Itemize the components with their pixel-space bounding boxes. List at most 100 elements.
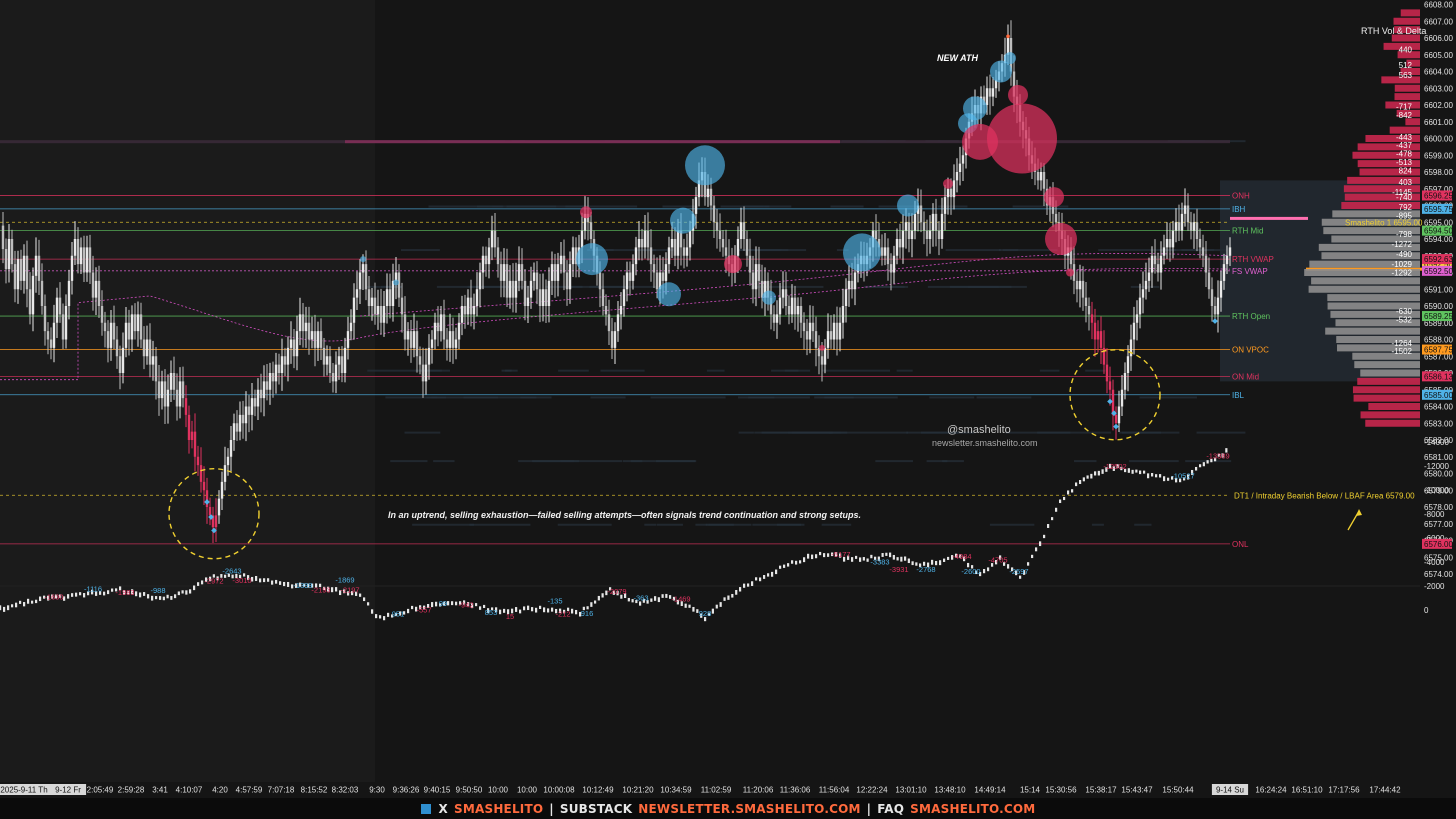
delta-bar bbox=[1225, 448, 1228, 453]
time-tick-label: 4:20 bbox=[212, 786, 228, 795]
delta-bar bbox=[939, 560, 942, 566]
candle-body bbox=[850, 280, 854, 290]
candle-body bbox=[454, 339, 458, 348]
delta-bar bbox=[1124, 469, 1127, 473]
delta-bar bbox=[71, 593, 74, 597]
time-tick-label: 11:02:59 bbox=[701, 786, 732, 795]
candle-body bbox=[499, 264, 503, 281]
delta-bar bbox=[1179, 478, 1182, 483]
profile-bar bbox=[1357, 377, 1420, 385]
heatmap-cell bbox=[865, 285, 909, 288]
candle-body bbox=[745, 239, 749, 256]
candle-body bbox=[136, 314, 140, 332]
candle-body bbox=[235, 423, 239, 432]
buy-bubble bbox=[393, 279, 399, 286]
vwap-band-upper bbox=[359, 253, 1231, 317]
delta-bar bbox=[739, 587, 742, 592]
time-tick-label: 14:49:14 bbox=[974, 786, 1006, 795]
profile-label: -513 bbox=[1396, 158, 1413, 167]
delta-bar bbox=[131, 589, 134, 595]
delta-bar bbox=[75, 592, 78, 597]
delta-bar bbox=[443, 601, 446, 606]
candle-body bbox=[760, 280, 764, 298]
heatmap-cell bbox=[662, 205, 697, 208]
profile-bar bbox=[1336, 336, 1420, 343]
candle-body bbox=[391, 280, 395, 306]
candle-body bbox=[955, 172, 959, 181]
candle-body bbox=[763, 280, 767, 298]
delta-bar bbox=[1199, 464, 1202, 468]
time-tick-label: 13:01:10 bbox=[895, 786, 927, 795]
price-tick-label: 6575.00 bbox=[1424, 553, 1453, 562]
delta-bar bbox=[715, 604, 718, 609]
level-value-badge bbox=[1422, 311, 1452, 322]
candle-body bbox=[682, 247, 686, 256]
candle-body bbox=[43, 306, 47, 332]
candle-body bbox=[502, 264, 506, 281]
profile-label: -532 bbox=[1396, 315, 1413, 324]
candle-body bbox=[439, 314, 443, 332]
footer-faq-link[interactable]: SMASHELITO.COM bbox=[910, 801, 1036, 816]
profile-label: -895 bbox=[1396, 212, 1413, 221]
profile-label: 403 bbox=[1399, 178, 1413, 187]
candle-body bbox=[667, 247, 671, 265]
delta-bar bbox=[411, 605, 414, 610]
delta-label: -1399 bbox=[293, 581, 312, 590]
time-tick-label: 12:22:24 bbox=[856, 786, 888, 795]
footer-substack-link[interactable]: NEWSLETTER.SMASHELITO.COM bbox=[638, 801, 861, 816]
delta-bar bbox=[455, 601, 458, 606]
heatmap-cell bbox=[390, 460, 428, 463]
candle-body bbox=[586, 213, 590, 223]
price-tick-label: 6605.00 bbox=[1424, 51, 1453, 60]
delta-bar bbox=[1127, 468, 1130, 473]
heatmap-cell bbox=[655, 460, 696, 463]
candle-body bbox=[892, 255, 896, 273]
heatmap-cell bbox=[400, 249, 440, 252]
candle-body bbox=[406, 331, 410, 340]
candle-body bbox=[313, 331, 317, 348]
delta-bar bbox=[1120, 466, 1123, 471]
candle-body bbox=[721, 239, 725, 248]
delta-bar bbox=[275, 579, 278, 584]
candle-body bbox=[436, 322, 440, 332]
delta-bar bbox=[339, 590, 342, 596]
candle-body bbox=[433, 322, 437, 340]
delta-bar bbox=[143, 592, 146, 596]
delta-bar bbox=[119, 586, 122, 591]
profile-label: -443 bbox=[1396, 133, 1413, 142]
candle-body bbox=[841, 306, 845, 323]
delta-bar bbox=[635, 600, 638, 604]
delta-bar bbox=[1082, 477, 1085, 482]
profile-bar bbox=[1331, 235, 1420, 243]
candle-body bbox=[1141, 289, 1145, 298]
date-tick-label: 2025-9-11 Th bbox=[0, 786, 47, 795]
candle-body bbox=[448, 331, 452, 348]
delta-bar bbox=[692, 606, 695, 612]
candle-body bbox=[286, 347, 290, 365]
delta-bar bbox=[447, 601, 450, 606]
candle-body bbox=[778, 297, 782, 315]
candle-body bbox=[928, 230, 932, 239]
candle-body bbox=[37, 255, 41, 281]
delta-bar bbox=[624, 593, 627, 599]
delta-bar bbox=[147, 594, 150, 599]
delta-bar bbox=[1217, 453, 1220, 457]
delta-bar bbox=[931, 559, 934, 565]
candle-body bbox=[985, 88, 989, 105]
time-tick-label: 15:50:44 bbox=[1162, 786, 1194, 795]
candle-body bbox=[400, 297, 404, 315]
candle-body bbox=[1117, 406, 1121, 424]
candle-body bbox=[481, 255, 485, 273]
delta-axis: 0 -2000 -4000 -6000 -8000 -10000 -12000 -14000 bbox=[1424, 438, 1449, 615]
footer-x-link[interactable]: SMASHELITO bbox=[454, 801, 544, 816]
candle-body bbox=[661, 272, 665, 281]
level-value: 6586.13 bbox=[1424, 372, 1453, 381]
exhaustion-circle-right bbox=[1069, 349, 1161, 441]
level-label: ON Mid bbox=[1232, 372, 1259, 381]
delta-bar bbox=[267, 578, 270, 582]
heatmap-cell bbox=[976, 396, 1032, 399]
delta-bar bbox=[216, 576, 219, 581]
heatmap-cell bbox=[367, 369, 431, 372]
time-tick-label: 9:36:26 bbox=[393, 786, 420, 795]
